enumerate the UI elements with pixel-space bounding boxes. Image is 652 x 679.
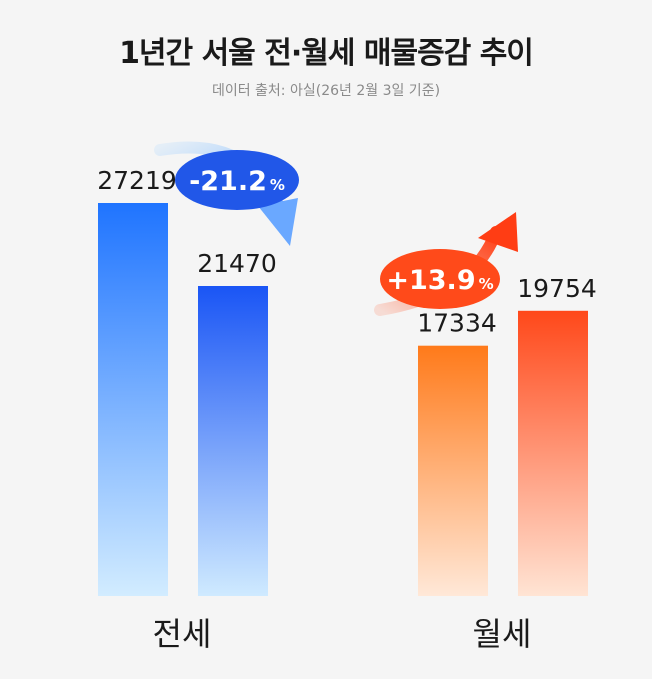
category-label: 전세	[153, 615, 212, 653]
bar-value-label: 19754	[517, 274, 597, 303]
bar-wolse-1	[418, 345, 488, 596]
bar-jeonse-2	[198, 286, 268, 596]
up-arrowhead-icon	[478, 212, 518, 252]
change-badge-text: -21.2%	[189, 166, 285, 197]
bar-value-label: 21470	[197, 249, 277, 278]
chart-title: 1년간 서울 전·월세 매물증감 추이	[119, 36, 534, 71]
bar-wolse-2	[518, 310, 588, 596]
bar-value-label: 17334	[417, 309, 497, 338]
change-badge-text: +13.9%	[386, 265, 493, 296]
chart-subtitle: 데이터 출처: 아실(26년 2월 3일 기준)	[211, 83, 441, 99]
change-badge	[380, 249, 500, 309]
change-badge	[175, 150, 299, 210]
category-label: 월세	[473, 615, 532, 653]
bar-value-label: 27219	[97, 166, 177, 195]
down-arrowhead-icon	[258, 198, 298, 246]
bar-jeonse-1	[98, 203, 168, 596]
